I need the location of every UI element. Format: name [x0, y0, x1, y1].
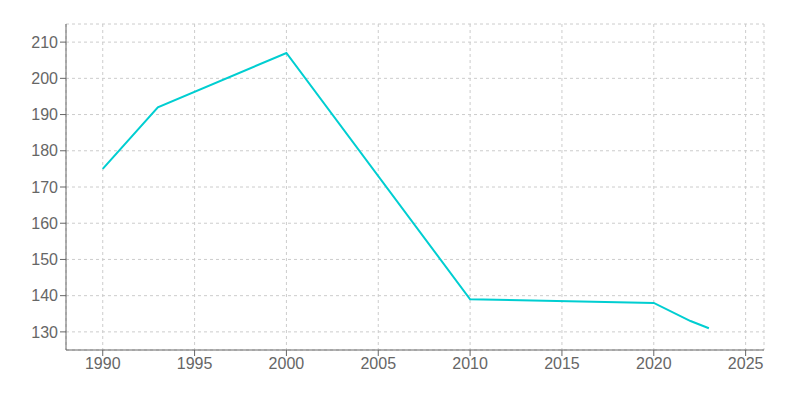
svg-text:160: 160 — [31, 215, 58, 232]
svg-text:200: 200 — [31, 70, 58, 87]
svg-text:2010: 2010 — [452, 355, 488, 372]
svg-text:2020: 2020 — [636, 355, 672, 372]
svg-text:2015: 2015 — [544, 355, 580, 372]
svg-text:130: 130 — [31, 324, 58, 341]
svg-text:2025: 2025 — [728, 355, 764, 372]
svg-text:1990: 1990 — [85, 355, 121, 372]
svg-text:140: 140 — [31, 287, 58, 304]
svg-text:170: 170 — [31, 179, 58, 196]
svg-text:2005: 2005 — [360, 355, 396, 372]
svg-text:2000: 2000 — [269, 355, 305, 372]
svg-text:210: 210 — [31, 34, 58, 51]
svg-text:150: 150 — [31, 251, 58, 268]
svg-text:1995: 1995 — [177, 355, 213, 372]
svg-text:190: 190 — [31, 106, 58, 123]
svg-text:180: 180 — [31, 142, 58, 159]
